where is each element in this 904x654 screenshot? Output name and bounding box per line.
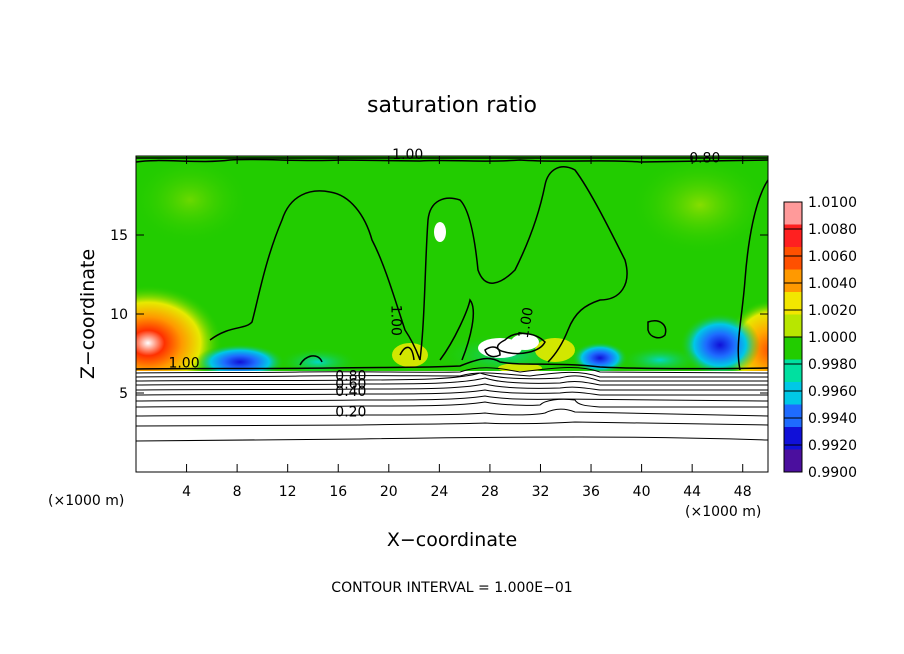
contour-label: 0.80 xyxy=(689,150,720,166)
x-tick-label: 28 xyxy=(481,484,499,500)
colorbar-swatch xyxy=(784,247,802,270)
x-tick-label: 36 xyxy=(582,484,600,500)
x-tick-label: 12 xyxy=(279,484,297,500)
x-tick-label: 44 xyxy=(683,484,701,500)
x-tick-label: 16 xyxy=(329,484,347,500)
colorbar-swatch xyxy=(784,224,802,248)
colorbar-swatch xyxy=(784,292,802,315)
contour-label: 1.00 xyxy=(168,356,199,372)
y-axis: 5 10 15 xyxy=(110,228,768,402)
contour-lines xyxy=(136,157,768,371)
y-axis-label: Z−coordinate xyxy=(77,249,99,379)
contour-label: 0.80 xyxy=(335,368,366,384)
x-tick-label: 32 xyxy=(532,484,550,500)
x-tick-label: 24 xyxy=(430,484,448,500)
y-tick-label: 10 xyxy=(110,307,128,323)
colorbar-swatch xyxy=(784,314,802,338)
contour-label: 0.20 xyxy=(335,405,366,421)
contour-label: 0.40 xyxy=(335,384,366,400)
colorbar-swatch xyxy=(784,202,802,225)
colorbar-label: 1.0020 xyxy=(808,303,857,319)
colorbar: 1.0100 1.0080 1.0060 1.0040 1.0020 1.0000 0.99… xyxy=(783,195,857,481)
colorbar-label: 1.0100 xyxy=(808,195,857,211)
x-axis-label: X−coordinate xyxy=(387,529,517,551)
colorbar-label: 1.0040 xyxy=(808,276,857,292)
x-unit-left: (×1000 m) xyxy=(48,493,124,509)
colorbar-swatch xyxy=(784,382,802,405)
chart-title: saturation ratio xyxy=(367,93,537,118)
colorbar-label: 1.0080 xyxy=(808,222,857,238)
colorbar-label: 0.9900 xyxy=(808,465,857,481)
lower-contours xyxy=(136,367,768,442)
x-axis: 4 8 12 16 20 24 28 32 36 40 44 48 xyxy=(182,156,752,500)
colorbar-label: 1.0060 xyxy=(808,249,857,265)
contour-label: 0.60 xyxy=(335,376,366,392)
colorbar-swatch xyxy=(784,404,802,428)
x-tick-label: 4 xyxy=(182,484,191,500)
y-tick-label: 5 xyxy=(119,386,128,402)
colorbar-label: 0.9940 xyxy=(808,411,857,427)
colorbar-swatch xyxy=(784,427,802,450)
colorbar-swatch xyxy=(784,337,802,360)
heatmap-field xyxy=(136,156,768,472)
x-tick-label: 8 xyxy=(233,484,242,500)
y-tick-label: 15 xyxy=(110,228,128,244)
contour-interval-note: CONTOUR INTERVAL = 1.000E−01 xyxy=(331,580,572,596)
contour-label: 1.00 xyxy=(516,306,537,339)
contour-label: 1.00 xyxy=(387,305,403,336)
colorbar-label: 0.9960 xyxy=(808,384,857,400)
x-tick-label: 20 xyxy=(380,484,398,500)
x-tick-label: 40 xyxy=(633,484,651,500)
colorbar-label: 1.0000 xyxy=(808,330,857,346)
contour-labels: 1.00 0.801.00 1.001.000.800.600.400.20 xyxy=(168,147,720,421)
contour-label: 1.00 xyxy=(392,147,423,163)
x-tick-label: 48 xyxy=(734,484,752,500)
colorbar-label: 0.9920 xyxy=(808,438,857,454)
colorbar-swatch xyxy=(784,449,802,473)
colorbar-label: 0.9980 xyxy=(808,357,857,373)
colorbar-swatch xyxy=(784,269,802,293)
x-unit-right: (×1000 m) xyxy=(685,504,761,520)
colorbar-swatch xyxy=(784,359,802,383)
